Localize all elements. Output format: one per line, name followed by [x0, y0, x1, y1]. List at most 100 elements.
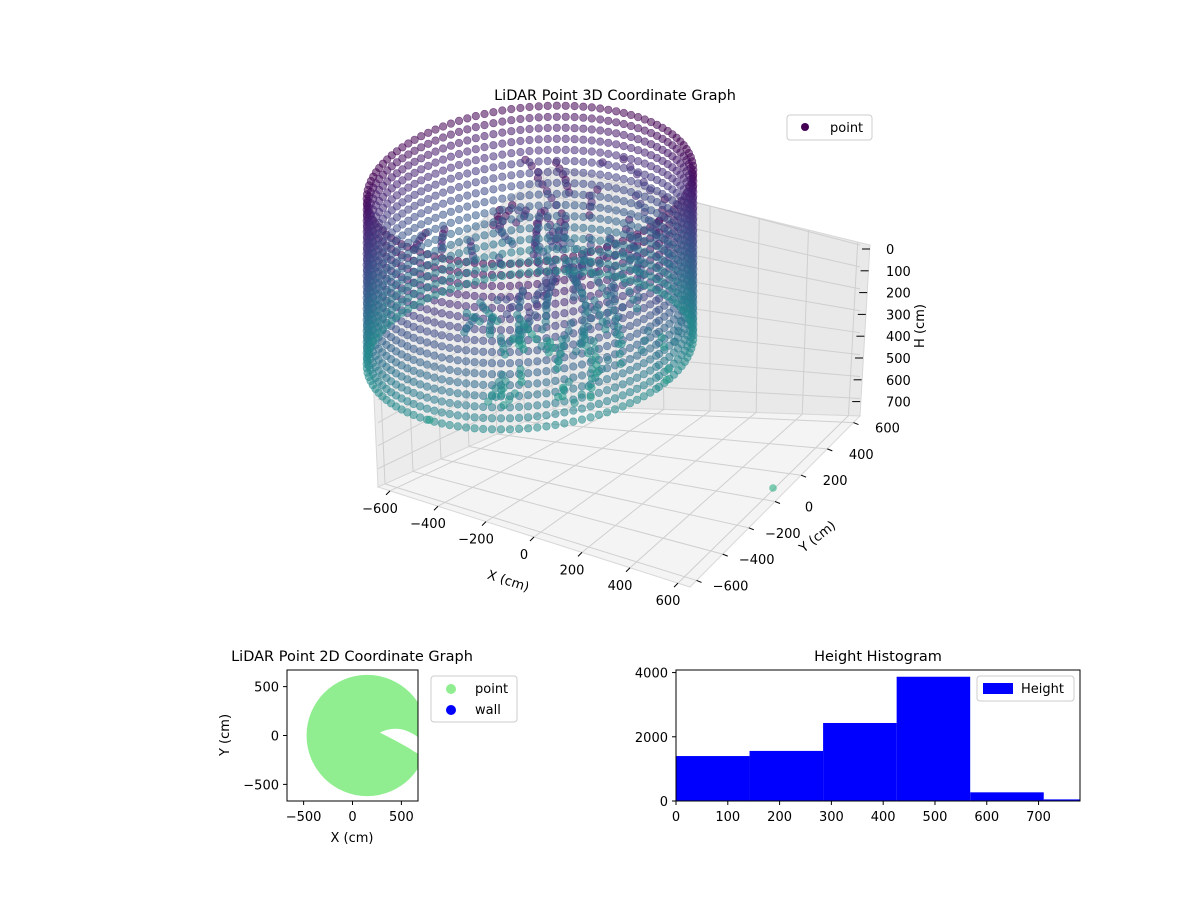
- gap-region: [379, 728, 418, 754]
- point-marker: [570, 146, 579, 155]
- point-marker: [489, 262, 498, 271]
- point-marker: [410, 223, 419, 233]
- point-marker: [398, 209, 407, 218]
- point-marker: [430, 395, 439, 404]
- point-marker: [471, 178, 480, 187]
- point-marker: [516, 214, 525, 223]
- point-marker: [463, 246, 472, 255]
- point-marker: [487, 370, 497, 379]
- point-marker: [404, 194, 413, 203]
- point-marker: [479, 391, 488, 401]
- point-marker: [543, 267, 552, 276]
- point-marker: [471, 156, 480, 165]
- point-marker: [507, 204, 516, 213]
- point-marker: [431, 147, 440, 156]
- point-marker: [498, 172, 507, 181]
- point-marker: [445, 299, 454, 308]
- point-marker: [533, 423, 542, 432]
- point-marker: [569, 340, 578, 349]
- point-marker: [619, 274, 628, 283]
- point-marker: [480, 109, 489, 119]
- chart-3d-title: LiDAR Point 3D Coordinate Graph: [494, 88, 736, 104]
- point-marker: [552, 256, 561, 265]
- point-marker: [524, 280, 533, 290]
- point-marker: [462, 357, 471, 366]
- point-marker: [626, 243, 636, 252]
- point-marker: [515, 303, 524, 312]
- point-marker: [633, 212, 643, 221]
- point-marker: [398, 231, 407, 240]
- point-marker: [626, 254, 636, 263]
- point-marker: [489, 251, 498, 260]
- point-marker: [561, 134, 570, 143]
- point-marker: [505, 395, 514, 404]
- point-marker: [525, 268, 534, 277]
- x-axis-label: X (cm): [485, 568, 531, 596]
- point-marker: [570, 245, 579, 254]
- point-marker: [533, 390, 542, 399]
- point-marker: [445, 354, 454, 364]
- point-marker: [543, 157, 552, 166]
- point-marker: [619, 230, 628, 239]
- point-marker: [602, 408, 612, 417]
- point-marker: [555, 349, 565, 359]
- point-marker: [560, 276, 569, 285]
- point-marker: [471, 255, 480, 264]
- point-marker: [463, 180, 472, 189]
- point-marker: [470, 303, 479, 312]
- point-marker: [507, 226, 516, 235]
- point-marker: [534, 157, 543, 166]
- point-marker: [417, 187, 426, 196]
- point-marker: [524, 402, 533, 411]
- point-marker: [551, 321, 560, 330]
- point-marker: [625, 388, 635, 397]
- point-marker: [587, 224, 596, 233]
- point-marker: [445, 421, 454, 430]
- point-marker: [404, 249, 413, 258]
- point-marker: [410, 245, 419, 255]
- point-marker: [619, 142, 628, 151]
- point-marker: [463, 125, 472, 134]
- point-marker: [534, 124, 543, 133]
- point-marker: [596, 269, 605, 279]
- point-marker: [579, 245, 588, 255]
- x-tick-label: −600: [362, 502, 398, 517]
- point-marker: [610, 372, 620, 381]
- point-marker: [398, 286, 407, 295]
- point-marker: [392, 301, 402, 310]
- point-marker: [552, 156, 561, 165]
- point-marker: [611, 314, 621, 323]
- point-marker: [524, 358, 533, 367]
- point-marker: [561, 156, 570, 165]
- point-marker: [596, 170, 605, 179]
- point-marker: [579, 157, 588, 166]
- series-point-disc: [306, 674, 418, 797]
- point-marker: [498, 260, 507, 270]
- point-marker: [439, 287, 448, 297]
- point-marker: [561, 267, 570, 276]
- point-marker: [533, 412, 542, 421]
- point-marker: [552, 267, 561, 276]
- point-marker: [541, 317, 550, 326]
- point-marker: [487, 391, 497, 400]
- point-marker: [431, 290, 440, 300]
- point-marker: [604, 149, 613, 158]
- point-marker: [601, 325, 610, 334]
- point-marker: [626, 210, 636, 219]
- chart-2d: LiDAR Point 2D Coordinate Graph −500−500…: [218, 649, 518, 846]
- point-marker: [646, 388, 655, 397]
- point-marker: [454, 171, 464, 181]
- point-marker: [633, 201, 643, 210]
- point-marker: [453, 334, 462, 343]
- point-marker: [424, 150, 433, 159]
- point-marker: [480, 231, 489, 240]
- point-marker: [489, 196, 498, 205]
- point-marker: [404, 282, 413, 291]
- point-marker: [489, 152, 498, 161]
- point-marker: [561, 101, 570, 110]
- point-marker: [479, 380, 488, 390]
- point-marker: [525, 224, 534, 233]
- point-marker: [569, 307, 578, 316]
- point-marker: [489, 130, 498, 139]
- y-tick-label-hist: 2000: [635, 731, 668, 746]
